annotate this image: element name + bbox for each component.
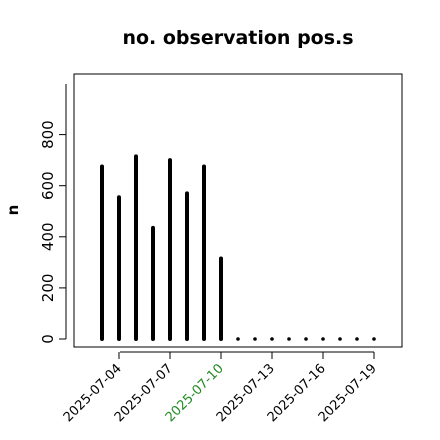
bar-2025-07-14 [287,337,291,341]
bar-2025-07-13 [270,337,274,341]
bars [100,154,376,341]
y-axis-label: n [4,205,22,216]
y-tick-label-800: 800 [39,120,57,149]
bar-2025-07-16 [321,337,325,341]
y-tick-label-600: 600 [39,171,57,200]
bar-2025-07-12 [253,337,257,341]
plot-frame [73,73,403,348]
y-ticks: 0 200 400 600 800 [39,120,66,344]
x-ticks: 2025-07-042025-07-072025-07-102025-07-13… [61,352,380,425]
bar-2025-07-19 [372,337,376,341]
y-tick-label-0: 0 [39,334,57,344]
bar-2025-07-17 [338,337,342,341]
y-tick-label-400: 400 [39,222,57,251]
bar-2025-07-15 [304,337,308,341]
bar-2025-07-11 [236,337,240,341]
chart-title: no. observation pos.s [122,27,353,49]
bar-2025-07-18 [355,337,359,341]
y-tick-label-200: 200 [39,274,57,303]
